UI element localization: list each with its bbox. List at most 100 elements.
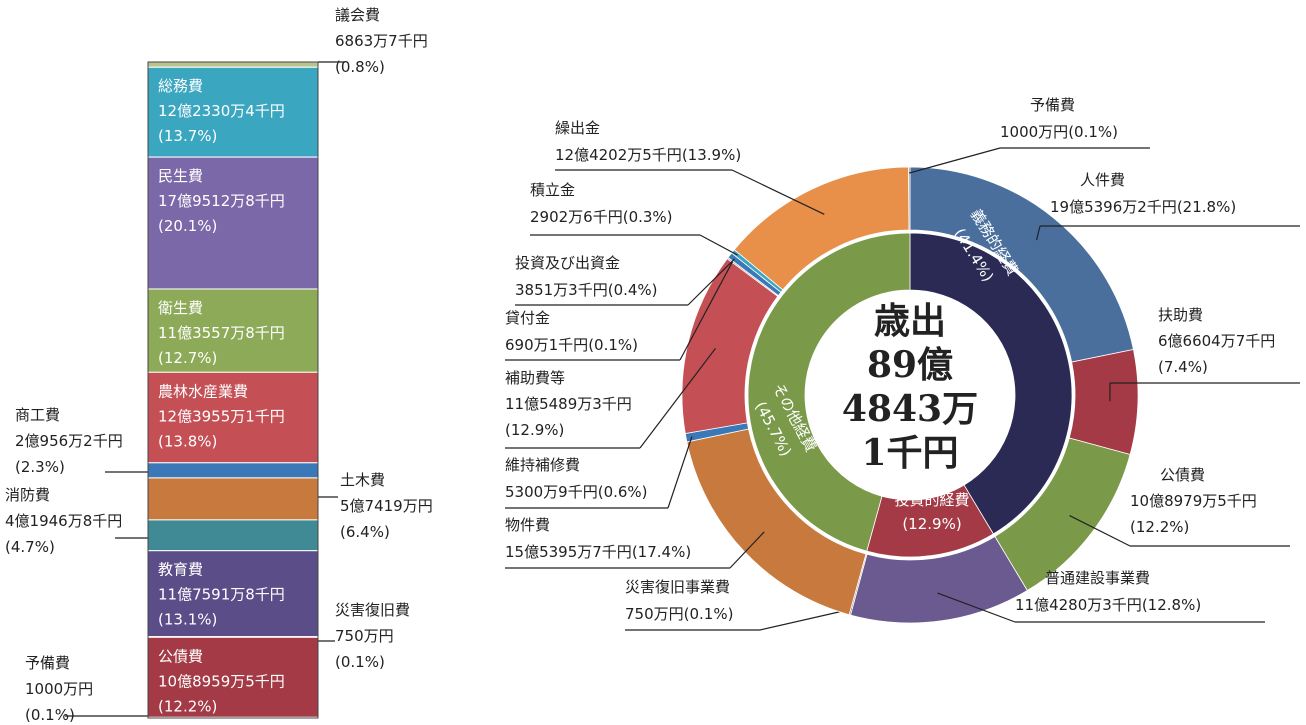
label: 災害復旧事業費 <box>625 578 730 596</box>
label-part: 公債費 <box>1160 466 1205 484</box>
label: 12億4202万5千円(13.9%) <box>555 146 741 164</box>
label-part: (0.1%) <box>588 336 638 354</box>
leader-line <box>1035 225 1041 241</box>
label-part: (0.1%) <box>1068 123 1118 141</box>
bar-segment <box>147 61 319 68</box>
leader-line <box>667 436 693 509</box>
leader-line <box>729 531 765 569</box>
label-part: 3851万3千円 <box>515 281 608 299</box>
label-part: (0.6%) <box>598 483 648 501</box>
label-part: 12億3955万1千円 <box>158 407 285 425</box>
label-part: 投資及び出資金 <box>515 254 620 272</box>
center-label: 89億 <box>867 344 953 386</box>
leader-line <box>679 261 733 361</box>
label-part: (13.7%) <box>158 127 217 145</box>
label-part: (12.8%) <box>1142 596 1201 614</box>
label-part: (13.1%) <box>158 611 217 629</box>
label-part: 土木費 <box>340 471 385 489</box>
label-part: (21.8%) <box>1177 198 1236 216</box>
label-part: 補助費等 <box>505 369 565 387</box>
label-part: 10億8959万5千円 <box>158 672 285 690</box>
label-part: (4.7%) <box>5 538 55 556</box>
label-part: 繰出金 <box>555 119 600 137</box>
label: 19億5396万2千円(21.8%) <box>1050 198 1236 216</box>
leader-line <box>639 347 717 449</box>
label-part: 1000万円 <box>1000 123 1068 141</box>
label: 維持補修費 <box>505 456 580 474</box>
label-part: 教育費 <box>158 561 203 579</box>
label: 貸付金 <box>505 309 550 327</box>
label-part: 12億2330万4千円 <box>158 102 285 120</box>
label: 2902万6千円(0.3%) <box>530 208 673 226</box>
leader-line <box>699 234 738 256</box>
bar-segment <box>147 477 319 521</box>
label-part: 17億9512万8千円 <box>158 192 285 210</box>
label: 人件費 <box>1080 171 1125 189</box>
label-part: 1000万円 <box>25 680 93 698</box>
label-part: (13.8%) <box>158 432 217 450</box>
label-part: (12.2%) <box>158 697 217 715</box>
label: 物件費 <box>505 516 550 534</box>
label: 11億5489万3千円 <box>505 395 632 413</box>
inner-pct: (12.9%) <box>902 515 961 533</box>
label-part: 4億1946万8千円 <box>5 512 122 530</box>
label: (20.1%) <box>158 217 217 235</box>
label-part: 11億3557万8千円 <box>158 324 285 342</box>
leader-line <box>731 169 825 215</box>
label-part: (2.3%) <box>15 458 65 476</box>
label-part: 総務費 <box>158 77 203 95</box>
label-part: 物件費 <box>505 516 550 534</box>
leader-line <box>1069 515 1131 547</box>
donut-segment <box>909 232 1073 535</box>
label: 扶助費 <box>1158 306 1203 324</box>
label-part: 15億5395万7千円 <box>505 543 632 561</box>
label-part: 普通建設事業費 <box>1045 569 1150 587</box>
label: 土木費 <box>340 471 385 489</box>
label: 1000万円 <box>25 680 93 698</box>
donut-segment <box>908 166 911 231</box>
label: 10億8959万5千円 <box>158 672 285 690</box>
label: 12億2330万4千円 <box>158 102 285 120</box>
center-label: 1千円 <box>861 432 958 474</box>
label: 予備費 <box>25 654 70 672</box>
leader-line <box>937 592 1016 623</box>
label-part: 災害復旧事業費 <box>625 578 730 596</box>
label-part: 消防費 <box>5 486 50 504</box>
label-part: 商工費 <box>15 406 60 424</box>
label: 6863万7千円 <box>335 32 428 50</box>
label-part: 6863万7千円 <box>335 32 428 50</box>
label-part: 公債費 <box>158 647 203 665</box>
label: (12.2%) <box>1130 518 1189 536</box>
label-part: 11億7591万8千円 <box>158 586 285 604</box>
inner-name: 投資的経費 <box>894 491 969 509</box>
label-part: 2902万6千円 <box>530 208 623 226</box>
label: 11億4280万3千円(12.8%) <box>1015 596 1201 614</box>
label-part: 災害復旧費 <box>335 601 410 619</box>
label: 普通建設事業費 <box>1045 569 1150 587</box>
bar-segment <box>147 462 319 479</box>
label-part: 議会費 <box>335 6 380 24</box>
label: 10億8979万5千円 <box>1130 492 1257 510</box>
label-part: 5300万9千円 <box>505 483 598 501</box>
label-part: 衛生費 <box>158 299 203 317</box>
leader-line <box>909 147 1001 174</box>
label: 15億5395万7千円(17.4%) <box>505 543 691 561</box>
label: 4億1946万8千円 <box>5 512 122 530</box>
label-part: 5億7419万円 <box>340 497 433 515</box>
label-part: 12億4202万5千円 <box>555 146 682 164</box>
label: 予備費 <box>1030 96 1075 114</box>
label: (4.7%) <box>5 538 55 556</box>
bar-segment <box>147 519 319 552</box>
label: 商工費 <box>15 406 60 424</box>
label-part: 積立金 <box>530 181 575 199</box>
donut-segment <box>747 232 911 552</box>
label: 議会費 <box>335 6 380 24</box>
label: 3851万3千円(0.4%) <box>515 281 658 299</box>
label-part: 750万円 <box>625 605 684 623</box>
label: 690万1千円(0.1%) <box>505 336 638 354</box>
label-part: (17.4%) <box>632 543 691 561</box>
leader-line <box>759 608 852 631</box>
label-part: 6億6604万7千円 <box>1158 332 1275 350</box>
label: 公債費 <box>1160 466 1205 484</box>
